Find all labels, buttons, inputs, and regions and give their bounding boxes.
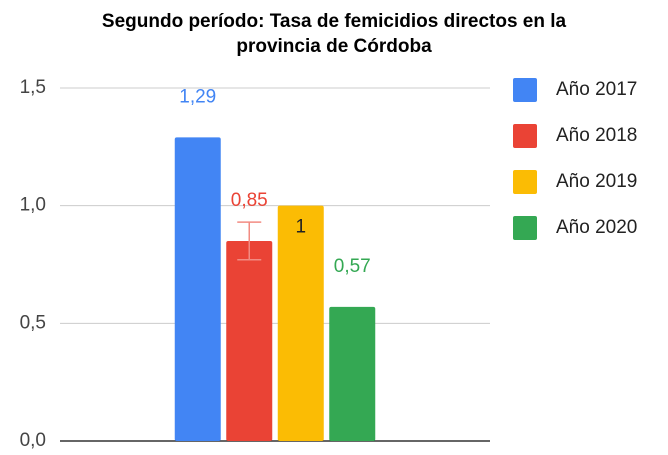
y-tick-label: 1,5 (20, 77, 46, 98)
bar (226, 240, 273, 441)
legend-swatch (513, 124, 537, 148)
legend-swatch (513, 216, 537, 240)
y-tick-label: 0,0 (20, 430, 46, 451)
legend-swatch (513, 170, 537, 194)
bar (277, 205, 324, 441)
data-label: 0,85 (231, 190, 268, 211)
data-label: 1 (295, 217, 306, 238)
bar (329, 306, 376, 441)
data-label: 1,29 (179, 86, 216, 107)
bar (174, 137, 221, 442)
chart-title: Segundo período: Tasa de femicidios dire… (102, 11, 567, 32)
chart-title: provincia de Córdoba (236, 36, 432, 57)
legend-swatch (513, 78, 537, 102)
y-tick-label: 0,5 (20, 312, 46, 333)
legend-label: Año 2017 (556, 79, 637, 100)
legend-label: Año 2018 (556, 125, 637, 146)
y-tick-label: 1,0 (20, 195, 46, 216)
legend-label: Año 2020 (556, 217, 637, 238)
data-label: 0,57 (334, 256, 371, 277)
legend-label: Año 2019 (556, 171, 637, 192)
